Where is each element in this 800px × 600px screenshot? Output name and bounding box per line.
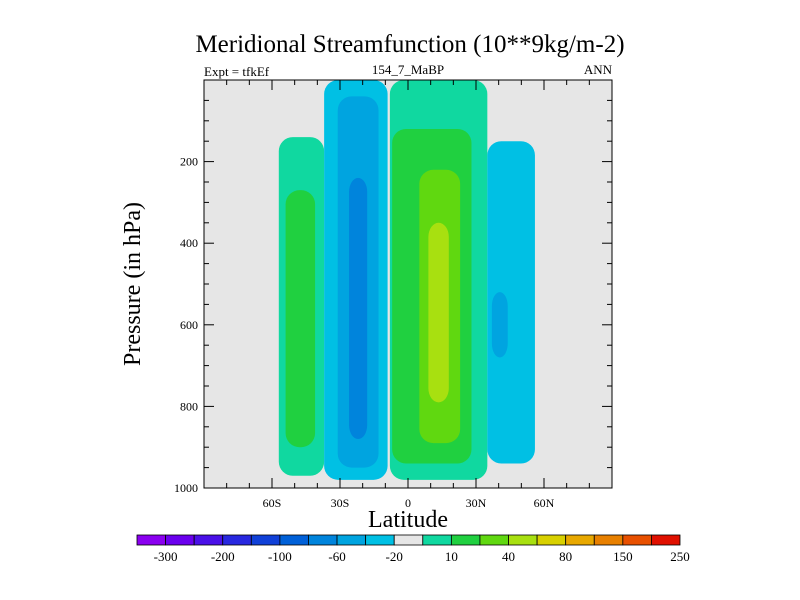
colorbar-label-1: -200 (211, 549, 235, 564)
colorbar-label-6: 40 (502, 549, 515, 564)
colorbar-swatch-15 (565, 534, 595, 546)
subtitle-right: ANN (584, 62, 613, 77)
colorbar-swatch-3 (222, 534, 252, 546)
colorbar-swatch-13 (508, 534, 538, 546)
colorbar-label-8: 150 (613, 549, 633, 564)
colorbar-label-7: 80 (559, 549, 572, 564)
colorbar-swatch-18 (651, 534, 681, 546)
colorbar-swatch-17 (622, 534, 652, 546)
colorbar-swatch-6 (308, 534, 338, 546)
colorbar-label-2: -100 (268, 549, 292, 564)
colorbar-label-4: -20 (386, 549, 403, 564)
x-axis-label: Latitude (368, 507, 448, 533)
colorbar-swatch-11 (450, 534, 481, 546)
y-axis-label: Pressure (in hPa) (120, 202, 146, 366)
colorbar-swatch-1 (165, 534, 195, 546)
x-tick-label-0: 60S (263, 496, 282, 510)
colorbar-swatch-7 (336, 534, 367, 546)
contour-field (204, 80, 612, 488)
x-axis: 60S 30S 0 30N 60N (226, 80, 590, 510)
contour-region-1 (285, 190, 316, 448)
colorbar-label-0: -300 (154, 549, 178, 564)
colorbar-swatch-4 (250, 534, 281, 546)
contour-region-4 (349, 177, 368, 440)
colorbar-swatch-10 (422, 534, 452, 546)
contour-region-8 (428, 222, 449, 403)
colorbar-swatch-8 (365, 534, 395, 546)
colorbar: -300 -200 -100 -60 -20 10 40 80 150 250 (136, 534, 690, 564)
x-tick-label-1: 30S (331, 496, 350, 510)
colorbar-label-5: 10 (445, 549, 458, 564)
subtitle-center: 154_7_MaBP (372, 62, 444, 77)
colorbar-swatch-5 (279, 534, 309, 546)
x-tick-label-2: 0 (405, 496, 411, 510)
y-tick-label-0: 200 (180, 155, 198, 169)
colorbar-label-3: -60 (328, 549, 345, 564)
x-tick-label-3: 30N (466, 496, 487, 510)
colorbar-swatch-14 (536, 534, 567, 546)
colorbar-swatch-16 (593, 534, 624, 546)
y-axis: 200 400 600 800 1000 (174, 99, 612, 495)
colorbar-label-9: 250 (670, 549, 690, 564)
colorbar-swatch-2 (193, 534, 224, 546)
colorbar-swatch-9 (393, 534, 424, 546)
y-tick-label-3: 800 (180, 399, 198, 413)
x-tick-label-4: 60N (534, 496, 555, 510)
contour-region-10 (491, 292, 508, 358)
colorbar-swatch-12 (479, 534, 509, 546)
contour-region-9 (487, 141, 535, 464)
chart-title: Meridional Streamfunction (10**9kg/m-2) (195, 31, 624, 58)
y-tick-label-1: 400 (180, 236, 198, 250)
y-tick-label-4: 1000 (174, 481, 198, 495)
colorbar-swatch-0 (136, 534, 166, 546)
y-tick-label-2: 600 (180, 318, 198, 332)
subtitle-left: Expt = tfkEf (204, 64, 270, 79)
